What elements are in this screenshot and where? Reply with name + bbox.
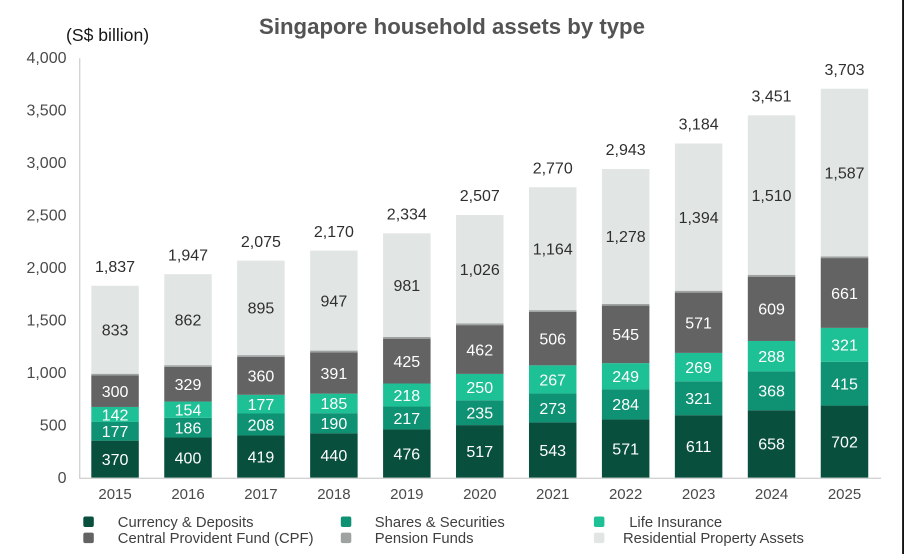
svg-text:185: 185 xyxy=(321,396,348,413)
svg-text:329: 329 xyxy=(175,377,202,394)
svg-text:658: 658 xyxy=(758,437,785,454)
svg-text:895: 895 xyxy=(248,301,275,318)
svg-text:217: 217 xyxy=(393,411,420,428)
svg-text:833: 833 xyxy=(102,323,129,340)
svg-text:368: 368 xyxy=(758,384,785,401)
svg-text:1,164: 1,164 xyxy=(533,241,573,258)
svg-text:462: 462 xyxy=(466,342,493,359)
svg-text:3,451: 3,451 xyxy=(752,89,792,106)
svg-text:2019: 2019 xyxy=(390,486,423,503)
svg-text:2,943: 2,943 xyxy=(606,142,646,159)
svg-text:2015: 2015 xyxy=(98,486,131,503)
svg-text:154: 154 xyxy=(175,403,202,420)
svg-text:947: 947 xyxy=(321,293,348,310)
svg-text:249: 249 xyxy=(612,369,639,386)
svg-text:1,000: 1,000 xyxy=(26,365,66,382)
svg-text:2017: 2017 xyxy=(244,486,277,503)
svg-text:370: 370 xyxy=(102,452,129,469)
svg-text:269: 269 xyxy=(685,360,712,377)
svg-text:Central Provident Fund (CPF): Central Provident Fund (CPF) xyxy=(118,531,314,547)
svg-text:1,837: 1,837 xyxy=(95,259,135,276)
svg-text:190: 190 xyxy=(321,416,348,433)
svg-text:186: 186 xyxy=(175,420,202,437)
svg-text:235: 235 xyxy=(466,406,493,423)
svg-text:0: 0 xyxy=(58,470,67,487)
svg-text:2020: 2020 xyxy=(463,486,496,503)
svg-text:Shares & Securities: Shares & Securities xyxy=(375,515,505,531)
svg-text:Currency & Deposits: Currency & Deposits xyxy=(118,515,254,531)
svg-text:(S$ billion): (S$ billion) xyxy=(66,25,149,45)
svg-text:218: 218 xyxy=(393,388,420,405)
svg-text:273: 273 xyxy=(539,401,566,418)
svg-text:543: 543 xyxy=(539,443,566,460)
svg-text:3,703: 3,703 xyxy=(824,62,864,79)
svg-text:250: 250 xyxy=(466,380,493,397)
svg-text:425: 425 xyxy=(393,354,420,371)
svg-text:415: 415 xyxy=(831,376,858,393)
svg-text:391: 391 xyxy=(321,366,348,383)
svg-text:2024: 2024 xyxy=(755,486,788,503)
svg-text:3,000: 3,000 xyxy=(26,155,66,172)
svg-text:661: 661 xyxy=(831,286,858,303)
svg-text:440: 440 xyxy=(321,448,348,465)
svg-text:571: 571 xyxy=(612,441,639,458)
svg-text:400: 400 xyxy=(175,450,202,467)
svg-text:500: 500 xyxy=(40,418,67,435)
svg-text:321: 321 xyxy=(831,338,858,355)
svg-text:1,947: 1,947 xyxy=(168,247,208,264)
svg-text:2,334: 2,334 xyxy=(387,206,427,223)
svg-text:2023: 2023 xyxy=(682,486,715,503)
svg-text:4,000: 4,000 xyxy=(26,50,66,67)
svg-text:142: 142 xyxy=(102,407,129,424)
svg-text:288: 288 xyxy=(758,349,785,366)
svg-text:Pension Funds: Pension Funds xyxy=(375,531,474,547)
svg-text:2018: 2018 xyxy=(317,486,350,503)
svg-text:Life Insurance: Life Insurance xyxy=(629,515,722,531)
svg-text:611: 611 xyxy=(686,439,712,456)
svg-text:300: 300 xyxy=(102,384,129,401)
svg-text:2,500: 2,500 xyxy=(26,208,66,225)
svg-text:2,000: 2,000 xyxy=(26,260,66,277)
svg-text:1,394: 1,394 xyxy=(679,210,719,227)
svg-text:284: 284 xyxy=(612,397,639,414)
svg-text:2025: 2025 xyxy=(828,486,861,503)
svg-text:2,507: 2,507 xyxy=(460,188,500,205)
svg-text:2021: 2021 xyxy=(536,486,569,503)
svg-text:1,026: 1,026 xyxy=(460,262,500,279)
svg-text:2022: 2022 xyxy=(609,486,642,503)
svg-text:267: 267 xyxy=(539,372,566,389)
svg-text:1,587: 1,587 xyxy=(824,165,864,182)
svg-text:2,170: 2,170 xyxy=(314,224,354,241)
svg-text:419: 419 xyxy=(248,449,275,466)
svg-text:Residential Property Assets: Residential Property Assets xyxy=(623,531,804,547)
svg-text:2016: 2016 xyxy=(171,486,204,503)
svg-text:208: 208 xyxy=(248,417,275,434)
svg-text:177: 177 xyxy=(248,397,275,414)
svg-text:517: 517 xyxy=(466,444,493,461)
svg-text:571: 571 xyxy=(685,316,712,333)
svg-text:2,075: 2,075 xyxy=(241,234,281,251)
svg-text:609: 609 xyxy=(758,302,785,319)
svg-text:1,278: 1,278 xyxy=(606,229,646,246)
svg-text:862: 862 xyxy=(175,312,202,329)
svg-text:2,770: 2,770 xyxy=(533,160,573,177)
svg-text:360: 360 xyxy=(248,369,275,386)
svg-text:177: 177 xyxy=(102,424,129,441)
svg-text:476: 476 xyxy=(393,446,420,463)
svg-text:3,500: 3,500 xyxy=(26,103,66,120)
svg-text:702: 702 xyxy=(831,434,858,451)
svg-text:3,184: 3,184 xyxy=(679,117,719,134)
svg-text:506: 506 xyxy=(539,331,566,348)
svg-text:981: 981 xyxy=(393,278,420,295)
svg-text:321: 321 xyxy=(685,391,712,408)
svg-text:Singapore household assets by: Singapore household assets by type xyxy=(259,14,645,39)
svg-text:1,500: 1,500 xyxy=(26,313,66,330)
svg-text:1,510: 1,510 xyxy=(752,188,792,205)
svg-text:545: 545 xyxy=(612,327,639,344)
